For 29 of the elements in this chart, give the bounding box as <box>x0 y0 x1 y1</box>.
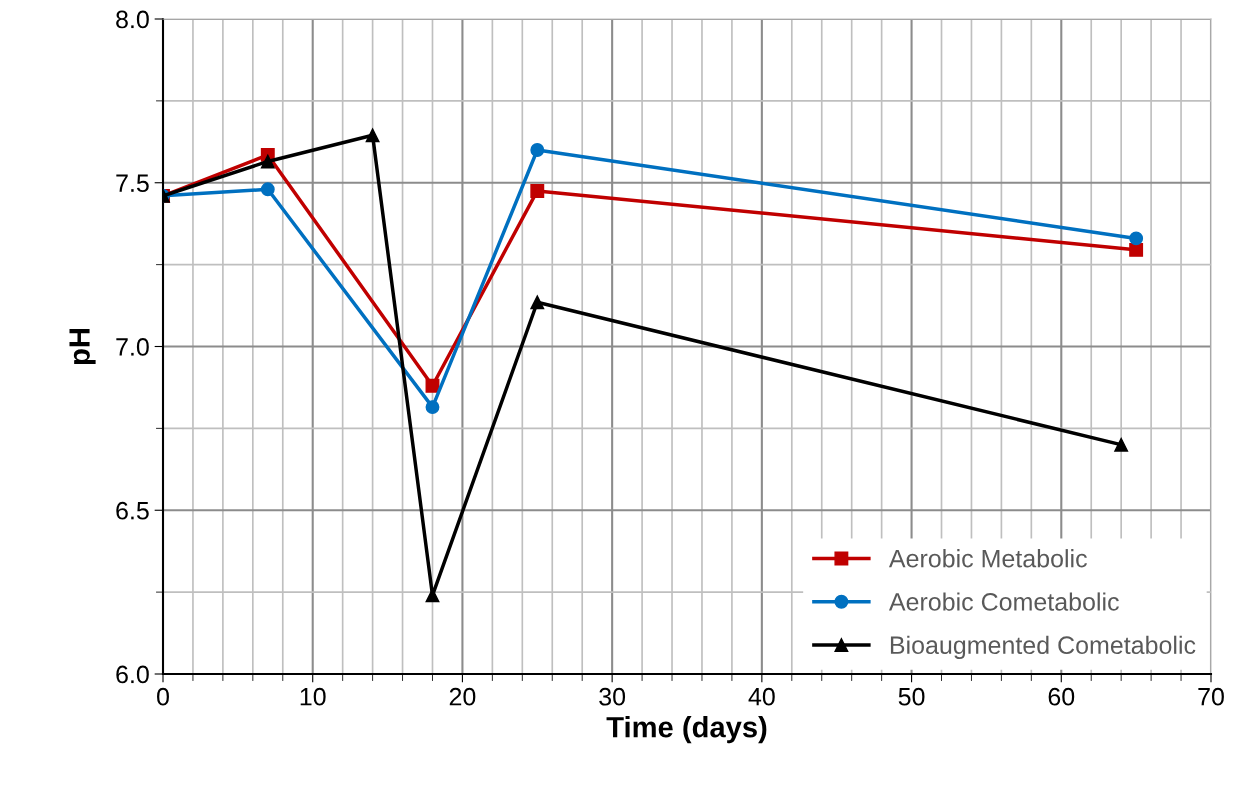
legend-label: Aerobic Cometabolic <box>888 592 1119 611</box>
point <box>530 143 545 157</box>
x-tick-label: 10 <box>300 687 326 706</box>
y-tick-label: 8.0 <box>116 10 149 29</box>
x-tick-label: 20 <box>449 687 476 706</box>
x-tick-label: 50 <box>898 687 925 706</box>
y-tick-label: 7.5 <box>116 174 149 193</box>
y-tick-label: 7.0 <box>116 338 149 356</box>
y-tick-label: 6.0 <box>116 665 149 684</box>
point <box>425 400 440 415</box>
x-axis-title: Time (days) <box>606 716 767 744</box>
point <box>425 378 440 393</box>
x-tick-label: 60 <box>1048 687 1075 706</box>
point <box>530 295 545 310</box>
x-tick-label: 0 <box>157 687 169 706</box>
point <box>1129 242 1144 257</box>
point <box>260 154 275 169</box>
y-tick-label: 6.5 <box>116 501 149 520</box>
x-tick-label: 40 <box>748 687 775 706</box>
x-tick-label: 70 <box>1198 687 1224 706</box>
point <box>530 183 545 198</box>
x-tick-label: 30 <box>599 687 626 706</box>
legend-label: Aerobic Metabolic <box>888 549 1087 568</box>
y-axis-title: pH <box>69 329 96 365</box>
point <box>1114 437 1129 452</box>
point <box>260 182 275 197</box>
point <box>365 128 380 143</box>
point <box>1129 231 1144 246</box>
legend-label: Bioaugmented Cometabolic <box>890 635 1196 659</box>
